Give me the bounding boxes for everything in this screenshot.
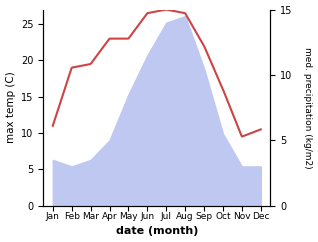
Y-axis label: max temp (C): max temp (C): [5, 72, 16, 144]
Y-axis label: med. precipitation (kg/m2): med. precipitation (kg/m2): [303, 47, 313, 168]
X-axis label: date (month): date (month): [116, 227, 198, 236]
